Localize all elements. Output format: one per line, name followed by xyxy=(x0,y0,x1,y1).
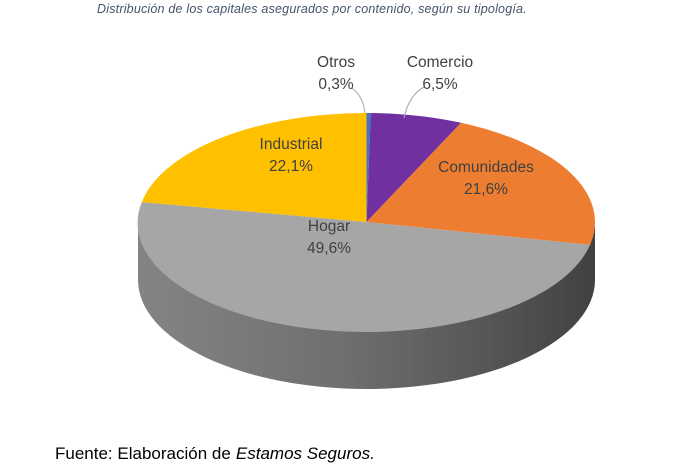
label-hogar-name: Hogar xyxy=(307,218,351,235)
label-otros-value: 0,3% xyxy=(318,76,354,93)
pie-slice-comunidades xyxy=(366,122,595,245)
label-hogar-value: 49,6% xyxy=(307,240,351,257)
pie-slice-industrial xyxy=(141,112,367,222)
pie-slice-comercio xyxy=(366,113,462,222)
pie-side-wall xyxy=(138,222,595,389)
leader-line-otros xyxy=(351,87,366,114)
leader-lines xyxy=(351,86,425,119)
pie-slices xyxy=(137,112,595,332)
chart-title: Distribución de los capitales asegurados… xyxy=(97,2,527,16)
label-comunidades-value: 21,6% xyxy=(464,181,508,198)
label-industrial-value: 22,1% xyxy=(269,158,313,175)
source-note: Fuente: Elaboración de Estamos Seguros. xyxy=(55,444,375,464)
pie-slice-otros xyxy=(366,112,371,222)
label-industrial-name: Industrial xyxy=(259,136,323,153)
label-otros-name: Otros xyxy=(317,54,355,71)
pie-slice-hogar xyxy=(137,202,590,332)
label-hogar: Hogar 49,6% xyxy=(307,216,351,260)
source-name: Estamos Seguros. xyxy=(235,444,375,463)
label-industrial: Industrial 22,1% xyxy=(260,134,323,178)
label-comunidades-name: Comunidades xyxy=(438,159,534,176)
source-prefix: Fuente: Elaboración de xyxy=(55,444,231,463)
pie-side-wall-face xyxy=(138,222,595,389)
label-otros: Otros 0,3% xyxy=(317,52,355,96)
leader-line-comercio xyxy=(403,86,425,119)
label-comercio: Comercio 6,5% xyxy=(407,52,473,96)
label-comercio-name: Comercio xyxy=(406,54,474,71)
label-comunidades: Comunidades 21,6% xyxy=(438,157,534,201)
label-comercio-value: 6,5% xyxy=(422,76,458,93)
